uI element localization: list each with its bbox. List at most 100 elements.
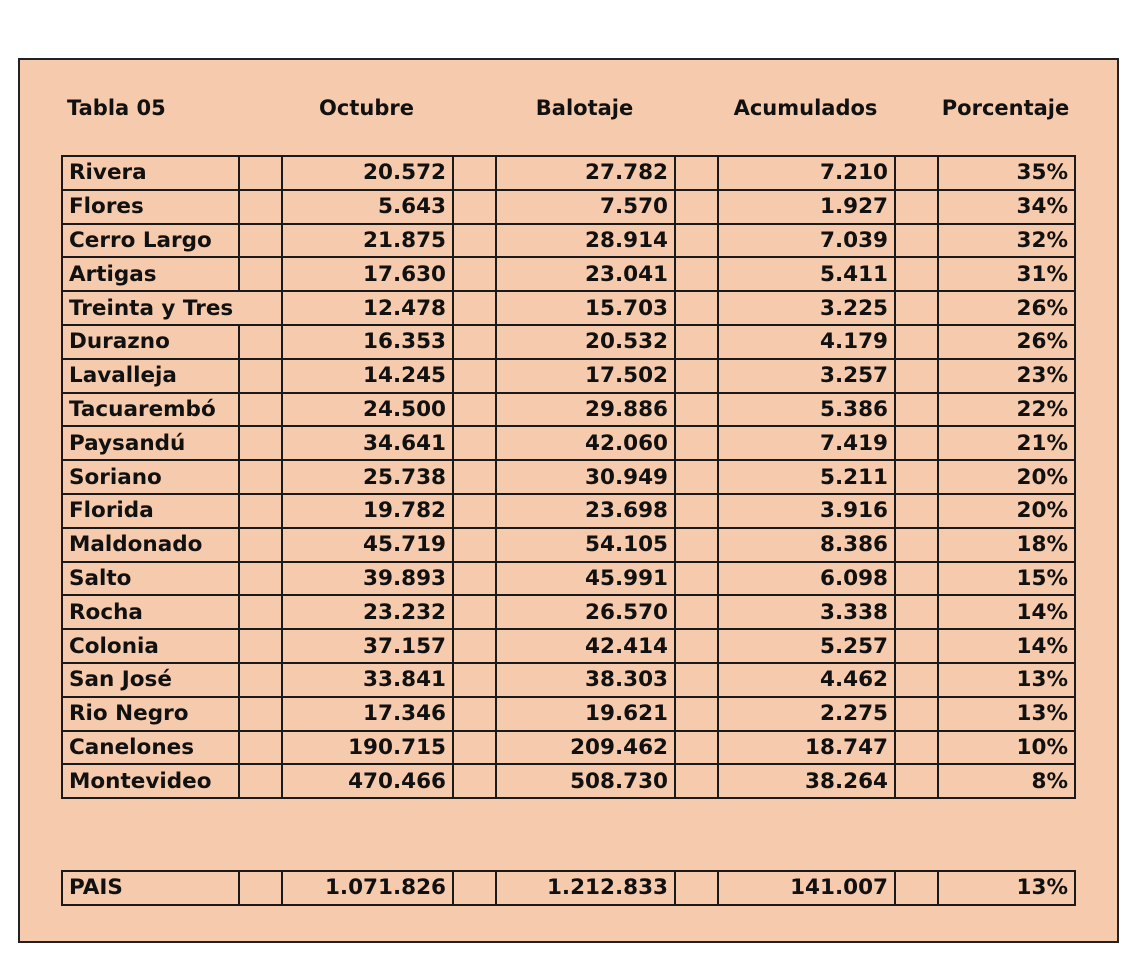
acumulados-cell: 4.179: [717, 323, 896, 360]
spacer-cell: [452, 695, 497, 732]
porcentaje-cell: 14%: [937, 594, 1076, 631]
department-name: Florida: [61, 492, 240, 529]
porcentaje-cell: 13%: [937, 870, 1076, 906]
spacer-cell: [674, 391, 719, 428]
data-table: Rivera 20.572 27.782 7.210 35% Flores 5.643 7.5…: [61, 155, 1076, 800]
octubre-cell: 17.346: [281, 695, 454, 732]
spacer-cell: [894, 188, 939, 225]
spacer-cell: [238, 492, 283, 529]
spacer-cell: [452, 357, 497, 394]
table-row: Cerro Largo 21.875 28.914 7.039 32%: [61, 222, 1076, 259]
department-name: Artigas: [61, 256, 240, 293]
spacer-cell: [452, 661, 497, 698]
porcentaje-cell: 13%: [937, 661, 1076, 698]
spacer-cell: [452, 155, 497, 191]
spacer-cell: [674, 425, 719, 462]
acumulados-cell: 4.462: [717, 661, 896, 698]
spacer-cell: [674, 661, 719, 698]
porcentaje-cell: 20%: [937, 492, 1076, 529]
acumulados-cell: 141.007: [717, 870, 896, 906]
spacer-cell: [238, 763, 283, 800]
spacer-cell: [238, 222, 283, 259]
porcentaje-cell: 13%: [937, 695, 1076, 732]
spacer-cell: [894, 357, 939, 394]
department-name: Soriano: [61, 459, 240, 495]
department-name: Rio Negro: [61, 695, 240, 732]
spacer-cell: [238, 628, 283, 664]
table-row: Durazno 16.353 20.532 4.179 26%: [61, 323, 1076, 360]
spacer-cell: [452, 222, 497, 259]
department-name: Cerro Largo: [61, 222, 240, 259]
spacer-cell: [452, 323, 497, 360]
spacer-cell: [238, 323, 283, 360]
acumulados-cell: 3.225: [717, 290, 896, 326]
column-header-octubre: Octubre: [319, 96, 414, 120]
spacer-cell: [674, 628, 719, 664]
spacer-cell: [894, 526, 939, 563]
acumulados-cell: 5.257: [717, 628, 896, 664]
acumulados-cell: 5.211: [717, 459, 896, 495]
acumulados-cell: 8.386: [717, 526, 896, 563]
octubre-cell: 12.478: [281, 290, 454, 326]
balotaje-cell: 30.949: [495, 459, 676, 495]
balotaje-cell: 29.886: [495, 391, 676, 428]
balotaje-cell: 209.462: [495, 729, 676, 766]
department-name: PAIS: [61, 870, 240, 906]
porcentaje-cell: 26%: [937, 290, 1076, 326]
table-row: Rocha 23.232 26.570 3.338 14%: [61, 594, 1076, 631]
octubre-cell: 1.071.826: [281, 870, 454, 906]
balotaje-cell: 23.041: [495, 256, 676, 293]
spacer-cell: [894, 594, 939, 631]
octubre-cell: 33.841: [281, 661, 454, 698]
table-row: Soriano 25.738 30.949 5.211 20%: [61, 459, 1076, 495]
porcentaje-cell: 8%: [937, 763, 1076, 800]
octubre-cell: 190.715: [281, 729, 454, 766]
spacer-cell: [238, 425, 283, 462]
balotaje-cell: 17.502: [495, 357, 676, 394]
acumulados-cell: 7.039: [717, 222, 896, 259]
department-name: San José: [61, 661, 240, 698]
spacer-cell: [894, 222, 939, 259]
spacer-cell: [238, 870, 283, 906]
spacer-cell: [238, 256, 283, 293]
spacer-cell: [674, 695, 719, 732]
octubre-cell: 17.630: [281, 256, 454, 293]
acumulados-cell: 6.098: [717, 560, 896, 597]
balotaje-cell: 7.570: [495, 188, 676, 225]
spacer-cell: [894, 729, 939, 766]
spacer-cell: [674, 763, 719, 800]
octubre-cell: 37.157: [281, 628, 454, 664]
porcentaje-cell: 32%: [937, 222, 1076, 259]
porcentaje-cell: 35%: [937, 155, 1076, 191]
table-row: Lavalleja 14.245 17.502 3.257 23%: [61, 357, 1076, 394]
octubre-cell: 25.738: [281, 459, 454, 495]
spacer-cell: [452, 526, 497, 563]
octubre-cell: 24.500: [281, 391, 454, 428]
spacer-cell: [238, 155, 283, 191]
column-header-porcentaje: Porcentaje: [941, 96, 1070, 120]
octubre-cell: 5.643: [281, 188, 454, 225]
octubre-cell: 21.875: [281, 222, 454, 259]
balotaje-cell: 508.730: [495, 763, 676, 800]
spacer-cell: [452, 729, 497, 766]
spacer-cell: [674, 155, 719, 191]
octubre-cell: 19.782: [281, 492, 454, 529]
table-row: Salto 39.893 45.991 6.098 15%: [61, 560, 1076, 597]
balotaje-cell: 42.414: [495, 628, 676, 664]
table-row: Colonia 37.157 42.414 5.257 14%: [61, 628, 1076, 664]
table-row: Canelones 190.715 209.462 18.747 10%: [61, 729, 1076, 766]
spacer-cell: [238, 594, 283, 631]
porcentaje-cell: 14%: [937, 628, 1076, 664]
acumulados-cell: 5.411: [717, 256, 896, 293]
acumulados-cell: 7.419: [717, 425, 896, 462]
octubre-cell: 45.719: [281, 526, 454, 563]
spacer-cell: [674, 357, 719, 394]
department-name: Rocha: [61, 594, 240, 631]
spacer-cell: [674, 459, 719, 495]
octubre-cell: 20.572: [281, 155, 454, 191]
department-name: Canelones: [61, 729, 240, 766]
octubre-cell: 23.232: [281, 594, 454, 631]
department-name: Maldonado: [61, 526, 240, 563]
department-name: Flores: [61, 188, 240, 225]
table-row: Rio Negro 17.346 19.621 2.275 13%: [61, 695, 1076, 732]
